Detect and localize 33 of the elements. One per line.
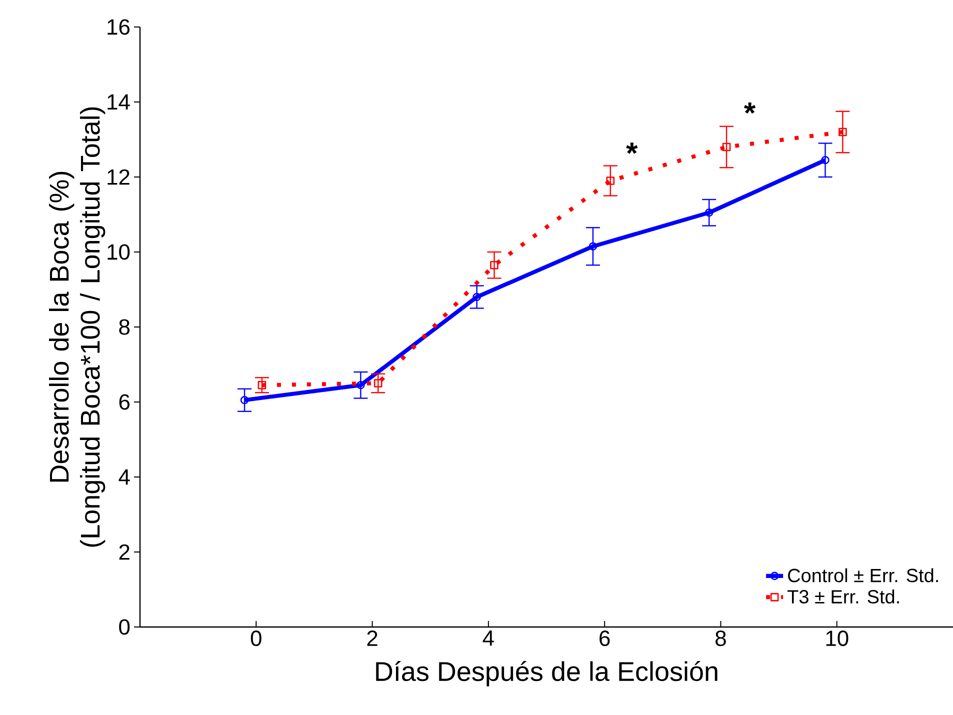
y-tick-label: 16	[108, 19, 130, 35]
legend-label: T3 ± Err. Std.	[788, 590, 899, 604]
y-tick-label: 0	[119, 619, 130, 635]
y-tick-label: 8	[119, 319, 130, 335]
y-tick-label: 4	[118, 469, 130, 485]
x-tick-label: 6	[600, 630, 610, 646]
x-tick-label: 10	[826, 630, 848, 646]
point	[606, 176, 615, 185]
y-tick-label: 6	[119, 394, 130, 410]
x-axis-title: Días Después de la Eclosión	[376, 660, 718, 686]
y-axis-title: Desarrollo de la Boca (%) (Longitud Boca*100 / Longitud Total)	[49, 107, 106, 547]
annotation: *	[744, 102, 756, 114]
y-tick-label: 14	[108, 94, 130, 110]
x-tick-label: 2	[367, 630, 378, 646]
point	[240, 396, 249, 404]
point	[490, 260, 498, 270]
point	[374, 379, 382, 388]
point	[258, 380, 266, 390]
x-tick-label: 4	[482, 630, 494, 646]
point	[722, 142, 731, 152]
x-tick-label: 8	[716, 630, 726, 646]
legend-label: Control ± Err. Std.	[788, 568, 938, 582]
y-tick-label: 12	[108, 169, 130, 185]
point	[588, 242, 598, 251]
point	[704, 208, 714, 217]
point	[821, 156, 830, 164]
point	[356, 380, 365, 390]
annotation: *	[626, 142, 638, 154]
x-tick-label: 0	[250, 630, 262, 646]
point	[472, 292, 481, 302]
point	[838, 128, 847, 136]
y-tick-label: 10	[108, 244, 130, 260]
y-tick-label: 2	[119, 544, 130, 560]
